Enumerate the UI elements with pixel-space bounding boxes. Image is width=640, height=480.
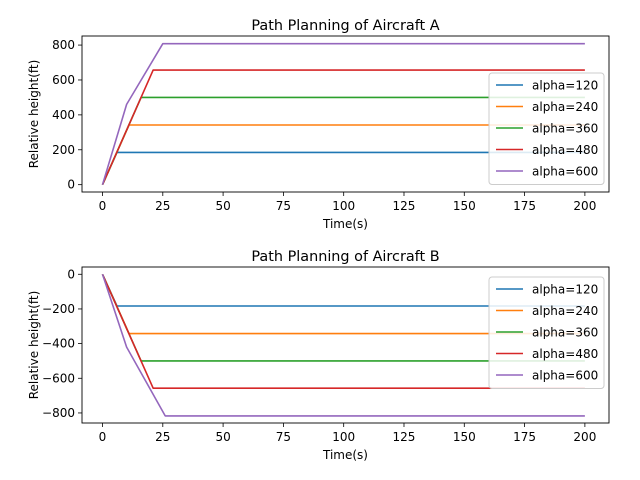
x-tick-label: 75 [276, 199, 291, 213]
x-tick-label: 150 [453, 430, 476, 444]
x-tick-label: 125 [393, 199, 416, 213]
y-tick-label: −200 [42, 302, 75, 316]
y-tick-label: 800 [52, 38, 75, 52]
chart-title: Path Planning of Aircraft B [251, 249, 439, 265]
x-tick-label: 100 [332, 199, 355, 213]
legend-label: alpha=600 [532, 369, 598, 383]
x-tick-label: 0 [99, 430, 107, 444]
y-tick-label: −600 [42, 371, 75, 385]
legend-label: alpha=360 [532, 122, 598, 136]
x-axis-label: Time(s) [322, 217, 368, 231]
legend-label: alpha=480 [532, 143, 598, 157]
legend-label: alpha=480 [532, 347, 598, 361]
legend-label: alpha=240 [532, 100, 598, 114]
x-tick-label: 50 [215, 199, 230, 213]
series-line-alpha-600 [101, 42, 585, 185]
x-tick-label: 100 [332, 430, 355, 444]
x-tick-label: 75 [276, 430, 291, 444]
legend-box [488, 72, 605, 185]
x-tick-label: 125 [393, 430, 416, 444]
chart-title: Path Planning of Aircraft A [251, 18, 439, 34]
y-tick-label: 200 [52, 143, 75, 157]
x-tick-label: 150 [453, 199, 476, 213]
x-tick-label: 175 [513, 199, 536, 213]
x-tick-label: 200 [573, 199, 596, 213]
legend-label: alpha=360 [532, 326, 598, 340]
x-tick-label: 175 [513, 430, 536, 444]
y-axis-label: Relative height(ft) [27, 291, 41, 400]
legend: alpha=120 alpha=240 alpha=360 alpha=480 alph… [488, 276, 605, 389]
y-tick-label: −800 [42, 406, 75, 420]
x-tick-label: 0 [99, 199, 107, 213]
series-line-alpha-480 [101, 273, 585, 389]
y-tick-label: 400 [52, 108, 75, 122]
legend-label: alpha=240 [532, 304, 598, 318]
x-tick-label: 200 [573, 430, 596, 444]
chart-panel-a: Path Planning of Aircraft A Time(s) Rela… [27, 18, 610, 231]
chart-panel-b: Path Planning of Aircraft B Time(s) Rela… [27, 249, 610, 462]
y-tick-label: 0 [67, 178, 75, 192]
legend-box [488, 276, 605, 389]
plot-area-frame [81, 35, 610, 193]
plot-area-frame [81, 266, 610, 424]
legend-label: alpha=600 [532, 165, 598, 179]
legend: alpha=120 alpha=240 alpha=360 alpha=480 alph… [488, 72, 605, 185]
x-tick-label: 25 [155, 199, 170, 213]
x-axis-label: Time(s) [322, 448, 368, 462]
y-axis-label: Relative height(ft) [27, 60, 41, 169]
x-tick-label: 25 [155, 430, 170, 444]
legend-label: alpha=120 [532, 283, 598, 297]
y-tick-label: 0 [67, 267, 75, 281]
y-tick-label: −400 [42, 337, 75, 351]
legend-label: alpha=120 [532, 79, 598, 93]
x-tick-label: 50 [215, 430, 230, 444]
y-tick-label: 600 [52, 73, 75, 87]
series-line-alpha-480 [101, 69, 585, 185]
series-line-alpha-600 [101, 274, 585, 417]
